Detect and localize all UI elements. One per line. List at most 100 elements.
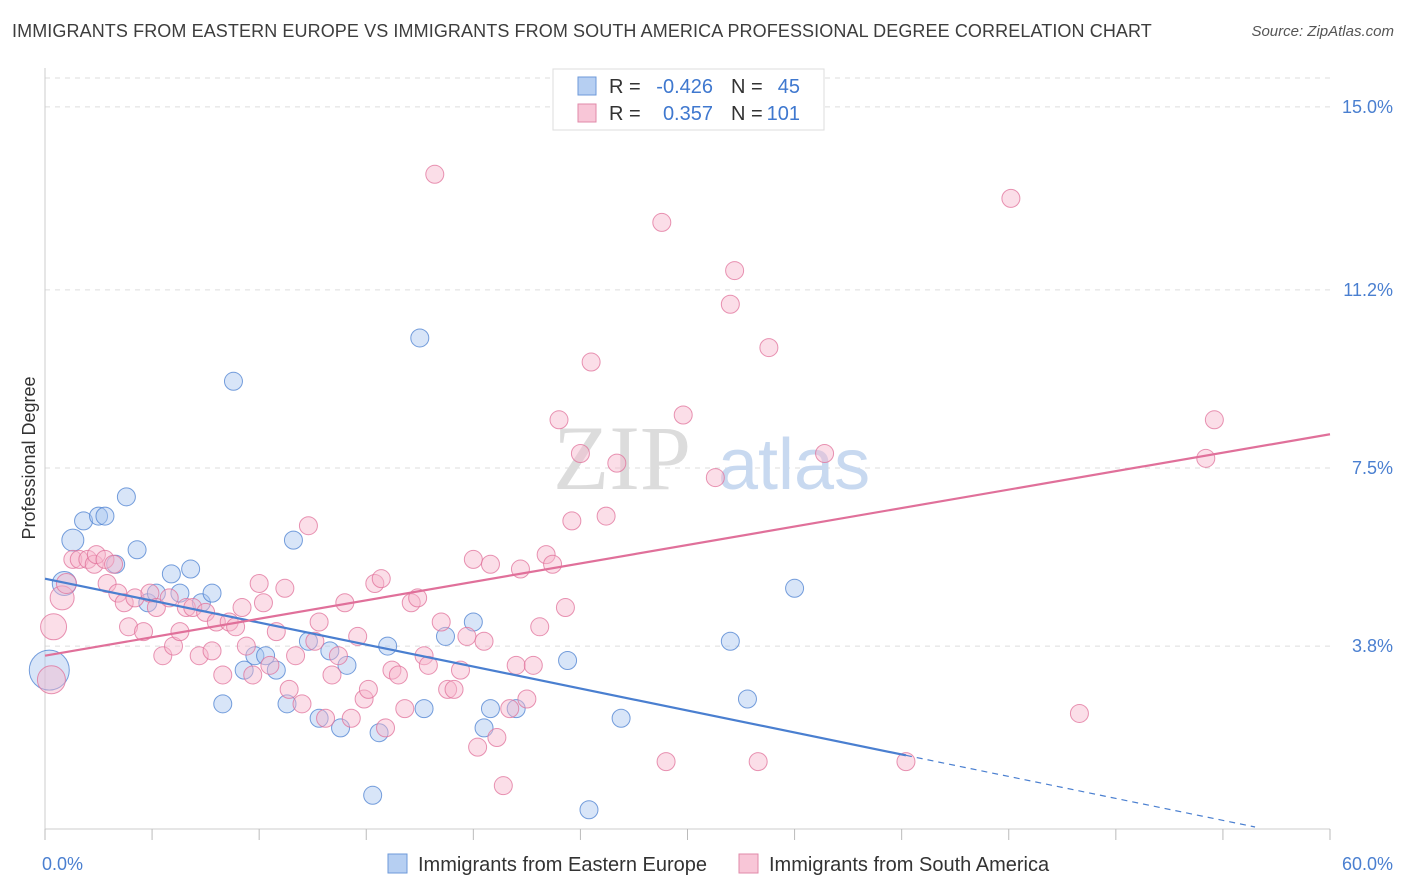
data-point [95,506,115,526]
data-point [114,593,134,613]
data-point [656,752,676,772]
data-point [408,588,428,608]
data-point [286,646,306,666]
bottom-legend-swatch-south-america [738,853,759,874]
data-point [277,694,297,714]
legend-box [552,68,825,131]
axes [44,68,1331,840]
data-point [596,506,616,526]
data-point [673,405,693,425]
data-point [161,564,181,584]
data-point [266,660,286,680]
legend-n-label-1: N = [731,76,763,98]
data-point [431,612,451,632]
legend-n-value-2: 101 [767,103,800,125]
data-point [243,665,263,685]
data-point [435,626,455,646]
legend-swatch-eastern-europe [577,76,597,96]
data-point [116,487,136,507]
data-point [316,708,336,728]
data-point [63,549,83,569]
data-point [720,294,740,314]
data-point [530,617,550,637]
source-label: Source: ZipAtlas.com [1251,23,1394,40]
data-point [759,338,779,358]
data-point [298,516,318,536]
data-point [444,679,464,699]
data-point [1001,188,1021,208]
gridlines [45,77,1330,647]
data-point [40,613,68,641]
data-point [86,545,106,565]
data-point [170,583,190,603]
data-point [140,583,160,603]
bottom-legend-swatch-eastern-europe [387,853,408,874]
data-point [104,554,124,574]
watermark-atlas: atlas [718,425,870,505]
bottom-legend: Immigrants from Eastern Europe Immigrant… [387,853,1050,876]
data-point [127,540,147,560]
data-point [341,708,361,728]
data-point [570,444,590,463]
legend-n-value-1: 45 [778,76,800,98]
data-point [579,800,599,820]
data-point [253,593,273,613]
data-point [275,578,295,598]
data-point [410,328,430,348]
data-point [164,636,183,656]
watermark-zip: ZIP [553,407,691,509]
data-point [61,528,85,552]
data-point [382,660,402,680]
legend-r-value-1: -0.426 [656,76,713,98]
data-point [249,573,269,593]
data-point [549,410,569,430]
data-point [202,583,222,603]
data-point [378,636,398,656]
chart-title: IMMIGRANTS FROM EASTERN EUROPE VS IMMIGR… [12,21,1152,41]
data-point [463,549,483,569]
data-point [487,728,507,748]
data-point [457,626,477,646]
data-point [134,622,154,642]
data-point [232,598,252,618]
data-point [309,708,329,728]
data-point [84,554,104,574]
trend-line-south-america [44,433,1331,657]
series-eastern-europe-points [28,328,805,820]
data-point [611,708,631,728]
data-point [581,352,601,372]
x-tick-label-min: 0.0% [42,854,83,874]
data-point [28,649,70,691]
data-point [652,212,672,232]
data-point [555,598,575,618]
data-point [181,559,201,579]
data-point [213,694,233,714]
legend-r-label-1: R = [609,76,641,98]
y-tick-label: 7.5% [1352,458,1393,478]
data-point [189,646,209,666]
data-point [506,655,526,675]
data-point [438,679,458,699]
data-point [371,569,391,589]
data-point [523,655,543,675]
legend-r-value-2: 0.357 [663,103,713,125]
legend-r-label-2: R = [609,103,641,125]
x-tick-label-max: 60.0% [1342,854,1393,874]
data-point [815,444,835,463]
y-tick-label: 3.8% [1352,636,1393,656]
data-point [305,631,325,651]
bottom-legend-label-eastern-europe: Immigrants from Eastern Europe [418,854,707,876]
data-point [725,261,745,281]
data-point [500,699,520,719]
data-point [395,699,415,719]
data-point [607,453,627,473]
data-point [292,694,312,714]
data-point [309,612,329,632]
data-point [785,578,805,598]
data-point [493,776,513,796]
trend-line-eastern-europe [44,577,907,757]
data-point [363,785,383,805]
data-point [517,689,537,709]
legend: R = -0.426 N = 45 R = 0.357 N = 101 [552,68,825,131]
data-point [354,689,374,709]
